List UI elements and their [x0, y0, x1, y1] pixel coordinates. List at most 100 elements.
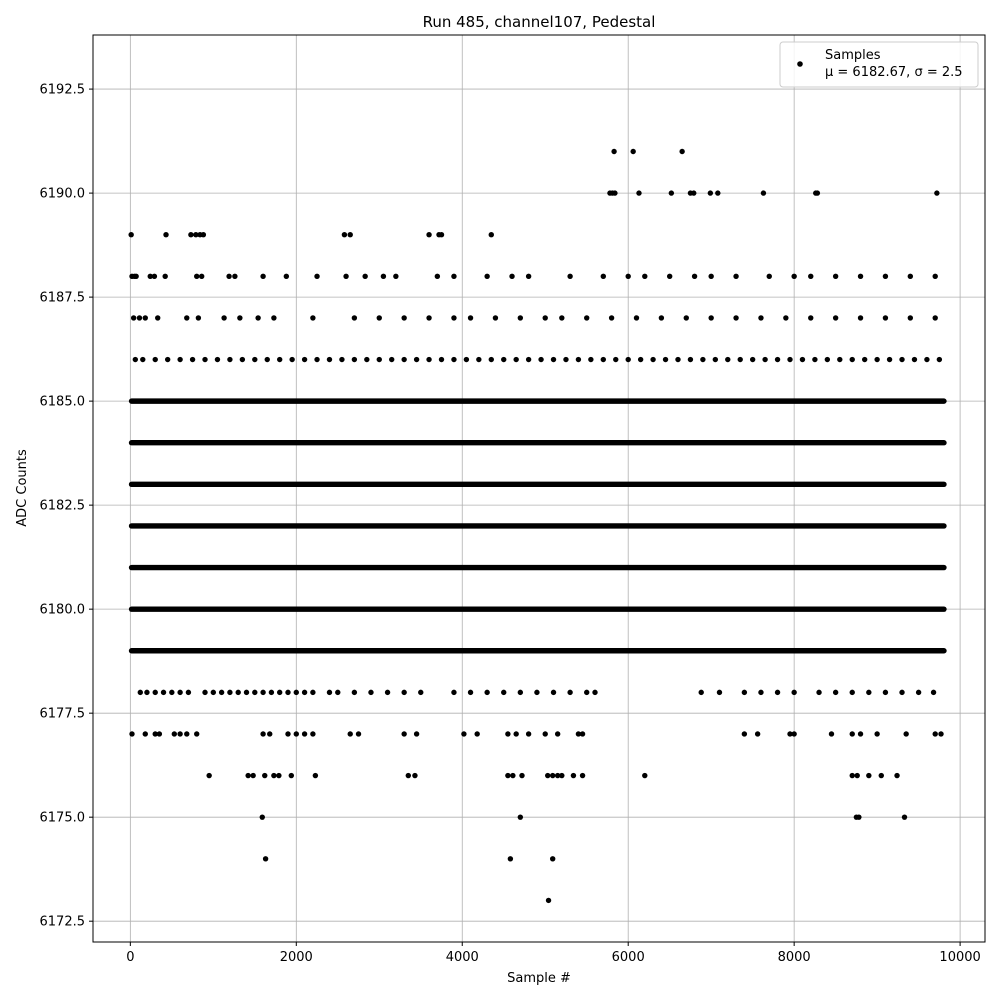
data-point — [283, 273, 290, 280]
data-point — [188, 232, 194, 238]
data-point — [886, 356, 893, 363]
data-point — [226, 273, 232, 280]
data-point — [741, 731, 748, 737]
data-point — [405, 772, 412, 779]
data-point — [832, 689, 839, 696]
data-point — [474, 731, 480, 737]
data-point — [351, 356, 358, 363]
data-point — [832, 273, 839, 280]
data-point — [393, 273, 399, 280]
data-point — [355, 731, 362, 737]
data-point — [519, 772, 525, 779]
data-point — [882, 315, 889, 321]
data-point — [866, 689, 872, 696]
data-point — [854, 772, 860, 779]
x-axis-label: Sample # — [507, 971, 571, 986]
data-point — [600, 356, 607, 363]
data-point-band — [128, 606, 947, 612]
data-point — [707, 190, 714, 196]
data-point — [160, 689, 167, 696]
data-point — [592, 689, 598, 696]
data-point — [791, 731, 797, 737]
x-tick-label: 8000 — [778, 950, 811, 965]
data-point — [239, 356, 246, 363]
data-point — [517, 814, 524, 820]
data-point — [625, 356, 631, 363]
y-tick-label: 6192.5 — [40, 83, 86, 98]
data-point — [163, 232, 169, 238]
data-point — [259, 814, 265, 820]
data-point — [501, 689, 507, 696]
data-point — [271, 772, 277, 779]
x-tick-label: 2000 — [280, 950, 313, 965]
data-point — [262, 772, 268, 779]
data-point — [132, 356, 139, 363]
data-point — [184, 731, 190, 737]
y-tick-label: 6175.0 — [40, 811, 86, 826]
data-point — [911, 356, 918, 363]
data-point — [130, 315, 137, 321]
data-points — [128, 148, 947, 904]
data-point — [262, 856, 269, 862]
data-point — [542, 315, 548, 321]
data-point — [144, 689, 150, 696]
data-point — [517, 315, 524, 321]
data-point — [169, 689, 175, 696]
data-point — [133, 273, 139, 280]
data-point — [575, 731, 582, 737]
data-point-band — [128, 523, 947, 529]
data-point — [613, 356, 619, 363]
data-point — [177, 689, 183, 696]
data-point — [513, 356, 519, 363]
legend-entry-series: Samples — [825, 48, 881, 63]
data-point — [882, 273, 889, 280]
data-point — [708, 315, 714, 321]
data-point — [554, 731, 561, 737]
data-point — [856, 814, 862, 820]
data-point — [924, 356, 930, 363]
data-point — [276, 772, 282, 779]
data-point — [563, 356, 569, 363]
data-point — [550, 356, 557, 363]
data-point — [907, 315, 914, 321]
data-point — [505, 731, 511, 737]
data-point — [774, 356, 781, 363]
data-point — [341, 232, 348, 238]
data-point — [339, 356, 345, 363]
data-point — [814, 190, 821, 196]
data-point — [389, 356, 395, 363]
data-point — [426, 232, 432, 238]
data-point — [250, 772, 256, 779]
data-point — [267, 731, 273, 737]
data-point — [189, 356, 196, 363]
data-point — [235, 689, 241, 696]
data-point — [754, 731, 761, 737]
data-point — [128, 232, 134, 238]
data-point — [525, 731, 532, 737]
data-point — [301, 689, 308, 696]
plot-frame — [92, 34, 986, 943]
data-point — [451, 689, 457, 696]
data-point — [463, 356, 470, 363]
data-point — [907, 273, 914, 280]
data-point — [584, 689, 590, 696]
data-point — [857, 731, 864, 737]
data-point — [816, 689, 822, 696]
data-point — [894, 772, 900, 779]
data-point — [567, 273, 573, 280]
data-point — [525, 273, 532, 280]
data-point — [488, 232, 494, 238]
data-point — [637, 356, 644, 363]
data-point — [932, 315, 938, 321]
data-point — [559, 315, 565, 321]
data-point — [857, 315, 864, 321]
data-point — [812, 356, 818, 363]
data-point — [545, 772, 551, 779]
data-point — [679, 148, 685, 155]
data-point — [301, 356, 308, 363]
data-point — [650, 356, 656, 363]
data-point — [901, 814, 908, 820]
data-point — [310, 731, 316, 737]
x-tick-label: 10000 — [939, 950, 980, 965]
data-point — [828, 731, 835, 737]
